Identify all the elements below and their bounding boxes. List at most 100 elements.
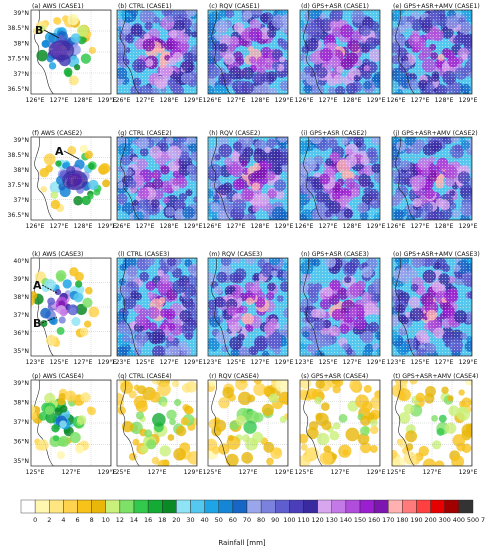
- annotation-arrow: [43, 29, 60, 39]
- colorbar-swatch: [49, 499, 64, 514]
- annotation-arrow: [41, 316, 58, 324]
- map-panel: (o) GPS+ASR+AMV (CASE3) 123°E 125°E 127°E 12…: [387, 251, 480, 366]
- lon-tick-label: 123°E: [203, 358, 222, 366]
- panel-title: (d) GPS+ASR (CASE1): [301, 3, 369, 10]
- colorbar-tick-label: 40: [201, 516, 209, 524]
- colorbar-swatch: [317, 499, 332, 514]
- colorbar-tick-label: 20: [172, 516, 180, 524]
- colorbar-tick-label: 180: [396, 516, 408, 524]
- colorbar-tick-label: 4: [61, 516, 65, 524]
- lon-tick-label: 128°E: [74, 222, 93, 230]
- lon-tick-label: 127°E: [343, 358, 362, 366]
- lon-tick-label: 126°E: [295, 96, 314, 104]
- lon-tick-label: 129°E: [275, 358, 294, 366]
- lat-tick-label: 36°N: [13, 438, 29, 446]
- lon-tick-label: 126°E: [387, 222, 406, 230]
- colorbar-swatch: [402, 499, 417, 514]
- colorbar-swatch: [260, 499, 276, 514]
- lon-tick-label: 127°E: [136, 96, 155, 104]
- colorbar-tick-label: 170: [382, 516, 394, 524]
- lon-tick-label: 129°E: [367, 96, 386, 104]
- lat-tick-label: 37°N: [13, 196, 29, 204]
- lat-tick-label: 38°N: [13, 399, 29, 407]
- panel-frame: [299, 257, 381, 357]
- colorbar-swatch: [218, 499, 234, 514]
- panel-frame: [116, 136, 198, 221]
- colorbar-swatch: [232, 499, 248, 514]
- colorbar-swatch: [444, 499, 460, 514]
- colorbar-tick-label: 300: [439, 516, 451, 524]
- colorbar-swatch: [345, 499, 361, 514]
- lon-tick-label: 126°E: [203, 222, 222, 230]
- lon-tick-label: 128°E: [251, 222, 270, 230]
- panel-frame: [391, 379, 473, 467]
- colorbar-tick-label: 120: [312, 516, 324, 524]
- panel-title: (c) RQV (CASE1): [209, 3, 260, 10]
- land-outline: [303, 258, 380, 356]
- lon-tick-label: 127°E: [62, 468, 81, 476]
- lon-tick-label: 128°E: [343, 222, 362, 230]
- panel-frame: [391, 136, 473, 221]
- colorbar-tick-label: 150: [354, 516, 366, 524]
- lon-tick-label: 128°E: [343, 96, 362, 104]
- land-outline: [303, 137, 380, 220]
- panel-title: (e) GPS+ASR+AMV (CASE1): [393, 3, 480, 10]
- lon-tick-label: 129°E: [98, 468, 117, 476]
- panel-frame: [30, 9, 112, 95]
- panel-frame: [207, 136, 289, 221]
- colorbar-swatch: [373, 499, 389, 514]
- colorbar-swatch: [275, 499, 290, 514]
- lat-tick-label: 38°N: [13, 39, 29, 47]
- panel-title: (s) GPS+ASR (CASE4): [301, 373, 368, 380]
- lon-tick-label: 127°E: [160, 358, 179, 366]
- colorbar-tick-label: 12: [116, 516, 124, 524]
- lat-tick-label: 40°N: [13, 257, 29, 265]
- lon-tick-label: 128°E: [435, 96, 454, 104]
- lon-tick-label: 125°E: [387, 468, 406, 476]
- map-panel: (m) RQV (CASE3) 123°E 125°E 127°E 129°E: [203, 251, 294, 366]
- colorbar-tick-label: 100: [283, 516, 295, 524]
- colorbar-tick-label: 60: [229, 516, 237, 524]
- lon-tick-label: 125°E: [319, 358, 338, 366]
- colorbar-swatch: [416, 499, 431, 514]
- land-outline: [211, 137, 288, 220]
- lon-tick-label: 129°E: [459, 468, 478, 476]
- panel-title: (a) AWS (CASE1): [32, 3, 84, 10]
- colorbar-swatch: [204, 499, 219, 514]
- colorbar-tick-label: 200: [425, 516, 437, 524]
- land-outline: [120, 380, 197, 466]
- lon-tick-label: 125°E: [295, 468, 314, 476]
- land-outline: [211, 10, 288, 94]
- panel-title: (g) CTRL (CASE2): [118, 130, 172, 137]
- panel-frame: [299, 379, 381, 467]
- lon-tick-label: 123°E: [26, 358, 45, 366]
- rainfall-colorbar: Rainfall [mm] 0 2 4 6 8 10 12 14 16 18 20 30 40 50 60 7…: [20, 499, 485, 547]
- lon-tick-label: 125°E: [26, 468, 45, 476]
- lat-tick-label: 39°N: [13, 136, 29, 144]
- lon-tick-label: 127°E: [148, 468, 167, 476]
- lon-tick-label: 127°E: [50, 96, 69, 104]
- map-panel: (q) CTRL (CASE4) 125°E 127°E 129°E: [112, 373, 203, 476]
- lon-tick-label: 129°E: [367, 358, 386, 366]
- colorbar-tick-label: 50: [215, 516, 223, 524]
- lon-tick-label: 127°E: [319, 96, 338, 104]
- land-outline: [395, 137, 472, 220]
- map-panel: (t) GPS+ASR+AMV (CASE4) 125°E 127°E 129°E: [387, 373, 479, 476]
- colorbar-swatch: [246, 499, 262, 514]
- colorbar-swatch: [77, 499, 92, 514]
- region-annotation-label: A: [33, 279, 42, 292]
- lat-tick-label: 35°N: [13, 457, 29, 465]
- map-panel: (f) AWS (CASE2)39°N 38.5°N 38°N 37.5°N 37°N 3…: [8, 130, 117, 230]
- panel-frame: [207, 379, 289, 467]
- lon-tick-label: 125°E: [112, 468, 131, 476]
- region-annotation-label: B: [35, 24, 43, 37]
- colorbar-tick-label: 2: [47, 516, 51, 524]
- lat-tick-label: 36.5°N: [8, 85, 30, 93]
- panel-frame: [299, 9, 381, 95]
- lat-tick-label: 39°N: [13, 379, 29, 387]
- colorbar-tick-label: 18: [158, 516, 166, 524]
- colorbar-swatch: [105, 499, 121, 514]
- lon-tick-label: 127°E: [74, 358, 93, 366]
- lon-tick-label: 128°E: [435, 222, 454, 230]
- lon-tick-label: 129°E: [184, 468, 203, 476]
